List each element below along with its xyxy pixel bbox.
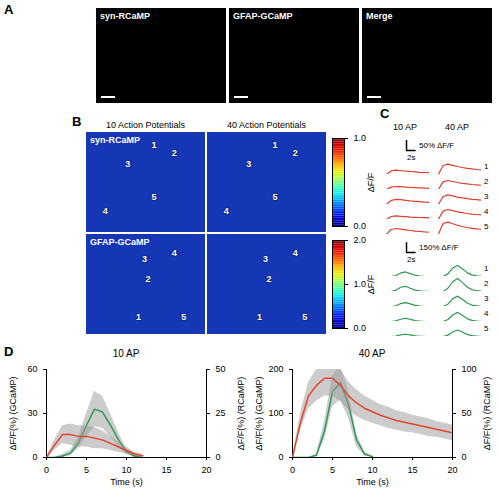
svg-text:100: 100 [268, 408, 283, 418]
svg-text:100: 100 [462, 364, 477, 374]
html-text:2: 2 [484, 279, 489, 288]
svg-text:0: 0 [32, 452, 37, 462]
svg-text:1.0: 1.0 [354, 279, 367, 289]
html-text:Merge: Merge [366, 11, 393, 21]
html-text:2: 2 [266, 274, 272, 284]
svg-text:50: 50 [216, 364, 226, 374]
svg-text:15: 15 [407, 465, 417, 475]
html-text:1: 1 [151, 140, 157, 150]
svg-text:ΔF/F(%) (GCaMP): ΔF/F(%) (GCaMP) [254, 376, 264, 450]
svg-text:10: 10 [367, 465, 377, 475]
html-text:3: 3 [125, 159, 131, 169]
svg-text:5: 5 [84, 465, 89, 475]
svg-text:25: 25 [216, 408, 226, 418]
svg-text:ΔF/F: ΔF/F [366, 274, 376, 294]
svg-text:200: 200 [268, 364, 283, 374]
html-text:5: 5 [484, 324, 489, 333]
svg-text:0: 0 [278, 452, 283, 462]
html-text:5: 5 [272, 192, 278, 202]
svg-text:ΔF/F(%) (RCaMP): ΔF/F(%) (RCaMP) [482, 377, 492, 451]
html-text:A: A [4, 2, 14, 17]
html-text:40 AP: 40 AP [358, 348, 386, 359]
html-text:3: 3 [484, 192, 489, 201]
html-text:syn-RCaMP: syn-RCaMP [90, 135, 140, 145]
html-text:4: 4 [171, 248, 177, 258]
svg-text:1.0: 1.0 [354, 133, 367, 143]
svg-text:10: 10 [121, 465, 131, 475]
svg-text:0: 0 [290, 465, 295, 475]
html-text:1: 1 [484, 264, 489, 273]
html-text:2: 2 [292, 148, 298, 158]
html-text:5: 5 [151, 192, 157, 202]
svg-text:20: 20 [201, 465, 211, 475]
html-text:1: 1 [257, 312, 262, 322]
html-text:3: 3 [246, 159, 252, 169]
svg-text:ΔF/F(%) (GCaMP): ΔF/F(%) (GCaMP) [8, 376, 18, 450]
svg-text:5: 5 [330, 465, 335, 475]
svg-text:2s: 2s [407, 153, 415, 162]
html-text:3: 3 [141, 254, 147, 264]
html-text:GFAP-GCaMP: GFAP-GCaMP [233, 11, 293, 21]
svg-text:50: 50 [462, 408, 472, 418]
html-text:B: B [72, 114, 82, 129]
svg-text:0.0: 0.0 [354, 323, 367, 333]
html-text:3: 3 [484, 294, 489, 303]
html-text:4: 4 [223, 206, 229, 216]
svg-text:15: 15 [161, 465, 171, 475]
html-text:GFAP-GCaMP: GFAP-GCaMP [90, 237, 150, 247]
svg-text:50% ΔF/F: 50% ΔF/F [419, 141, 454, 150]
html-text:10 AP: 10 AP [393, 122, 417, 132]
svg-text:0.0: 0.0 [354, 221, 367, 231]
html-text:C: C [380, 106, 390, 121]
html-text:1: 1 [136, 312, 141, 322]
html-text:5: 5 [302, 312, 308, 322]
html-text:40 AP: 40 AP [445, 122, 469, 132]
html-text:1: 1 [272, 140, 278, 150]
svg-text:2.0: 2.0 [354, 235, 367, 245]
html-text:5: 5 [181, 312, 187, 322]
svg-text:Time (s): Time (s) [356, 477, 389, 487]
html-text:1: 1 [484, 162, 489, 171]
html-text:2: 2 [484, 177, 489, 186]
html-text:5: 5 [484, 222, 489, 231]
html-text:10 Action Potentials: 10 Action Potentials [106, 120, 185, 130]
html-text:4: 4 [292, 248, 298, 258]
html-text:40 Action Potentials: 40 Action Potentials [227, 120, 306, 130]
svg-text:60: 60 [27, 364, 37, 374]
svg-text:ΔF/F(%) (RCaMP): ΔF/F(%) (RCaMP) [236, 377, 246, 451]
html-text:3: 3 [262, 254, 268, 264]
svg-text:0: 0 [216, 452, 221, 462]
html-text:4: 4 [484, 309, 489, 318]
svg-text:2s: 2s [407, 255, 415, 264]
svg-text:30: 30 [27, 408, 37, 418]
svg-text:Time (s): Time (s) [110, 477, 143, 487]
html-text:D: D [4, 344, 14, 359]
html-text:syn-RCaMP: syn-RCaMP [100, 11, 150, 21]
html-text:2: 2 [171, 148, 177, 158]
html-text:4: 4 [484, 207, 489, 216]
svg-text:ΔF/F: ΔF/F [366, 172, 376, 192]
svg-text:0: 0 [462, 452, 467, 462]
svg-text:150% ΔF/F: 150% ΔF/F [419, 243, 459, 252]
svg-text:0: 0 [44, 465, 49, 475]
html-text:10 AP: 10 AP [112, 348, 140, 359]
html-text:4: 4 [102, 206, 108, 216]
html-text:2: 2 [145, 274, 151, 284]
svg-text:20: 20 [447, 465, 457, 475]
